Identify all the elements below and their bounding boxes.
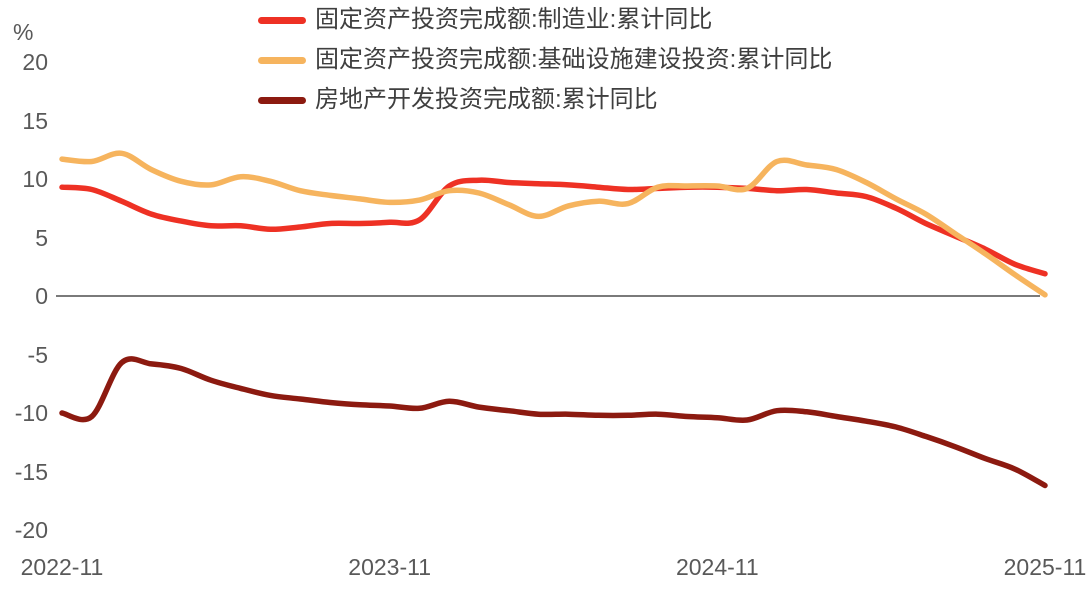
series-line-0 — [59, 177, 1048, 277]
chart-legend: 固定资产投资完成额:制造业:累计同比固定资产投资完成额:基础设施建设投资:累计同… — [258, 0, 832, 120]
y-tick-label: 20 — [22, 49, 48, 75]
legend-line-swatch — [258, 16, 306, 24]
y-tick-label: -15 — [14, 458, 48, 485]
y-tick-label: 10 — [22, 166, 48, 192]
legend-line-swatch — [258, 56, 306, 64]
legend-label: 固定资产投资完成额:制造业:累计同比 — [315, 6, 713, 33]
y-tick-label: -5 — [27, 341, 48, 368]
y-tick-label: -20 — [14, 517, 48, 543]
series-line-1 — [59, 150, 1048, 298]
legend-line-swatch — [258, 96, 306, 104]
y-tick-label: 15 — [22, 107, 48, 134]
x-tick-label: 2023-11 — [348, 554, 431, 580]
legend-item: 房地产开发投资完成额:累计同比 — [258, 80, 832, 120]
y-tick-label: 0 — [35, 283, 48, 309]
legend-item: 固定资产投资完成额:基础设施建设投资:累计同比 — [258, 40, 832, 80]
x-tick-label: 2024-11 — [675, 554, 759, 580]
legend-label: 房地产开发投资完成额:累计同比 — [315, 86, 658, 113]
x-tick-label: 2022-11 — [20, 554, 104, 580]
series-line-2 — [59, 356, 1048, 489]
y-tick-label: 5 — [35, 224, 48, 251]
legend-label: 固定资产投资完成额:基础设施建设投资:累计同比 — [315, 46, 833, 73]
y-tick-label: -10 — [14, 400, 48, 426]
x-tick-label: 2025-11 — [1003, 554, 1087, 580]
y-axis-unit-label: % — [13, 19, 34, 45]
legend-item: 固定资产投资完成额:制造业:累计同比 — [258, 0, 832, 40]
